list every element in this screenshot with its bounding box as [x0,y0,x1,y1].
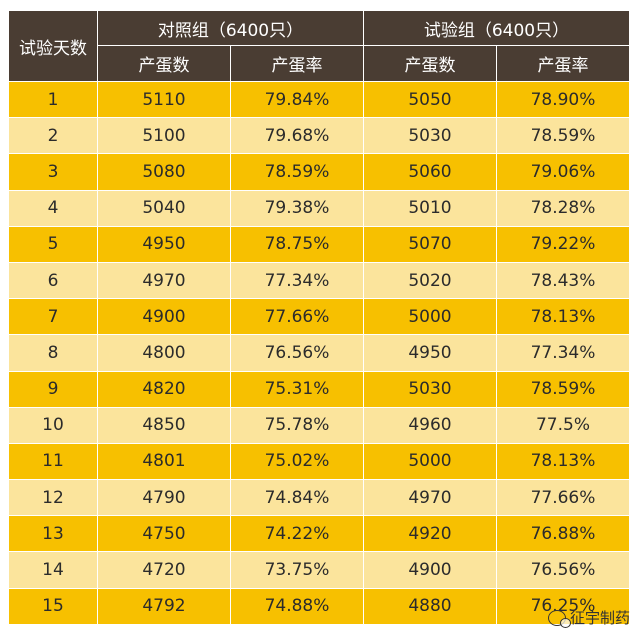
table-row: 9 4820 75.31% 5030 78.59% [9,371,629,407]
cell-control-rate: 78.75% [231,226,363,262]
cell-trial-count: 5000 [364,299,496,335]
cell-trial-count: 4920 [364,516,496,552]
cell-day: 14 [9,552,97,588]
cell-control-rate: 79.84% [231,82,363,118]
cell-control-count: 4820 [98,371,230,407]
cell-day: 10 [9,407,97,443]
cell-trial-count: 5070 [364,226,496,262]
cell-trial-rate: 76.56% [497,552,629,588]
cell-trial-count: 5030 [364,118,496,154]
cell-control-rate: 73.75% [231,552,363,588]
cell-trial-rate: 79.22% [497,226,629,262]
cell-control-rate: 75.78% [231,407,363,443]
table-row: 3 5080 78.59% 5060 79.06% [9,154,629,190]
cell-trial-count: 4900 [364,552,496,588]
header-control-rate: 产蛋率 [231,46,363,81]
cell-trial-count: 5010 [364,190,496,226]
cell-control-count: 4970 [98,262,230,299]
cell-day: 7 [9,299,97,335]
cell-day: 11 [9,443,97,480]
table-row: 4 5040 79.38% 5010 78.28% [9,190,629,226]
cell-control-count: 4900 [98,299,230,335]
header-control-count: 产蛋数 [98,46,230,81]
cell-day: 15 [9,588,97,624]
cell-control-rate: 76.56% [231,335,363,371]
cell-trial-rate: 77.5% [497,407,629,443]
cell-trial-rate: 79.06% [497,154,629,190]
table-row: 7 4900 77.66% 5000 78.13% [9,299,629,335]
cell-control-rate: 79.38% [231,190,363,226]
table-row: 14 4720 73.75% 4900 76.56% [9,552,629,588]
cell-control-count: 4950 [98,226,230,262]
cell-trial-rate: 77.34% [497,335,629,371]
cell-day: 3 [9,154,97,190]
cell-day: 4 [9,190,97,226]
cell-trial-count: 5050 [364,82,496,118]
cell-control-count: 4800 [98,335,230,371]
table-row: 12 4790 74.84% 4970 77.66% [9,480,629,516]
cell-trial-count: 5030 [364,371,496,407]
cell-control-count: 5080 [98,154,230,190]
table-row: 15 4792 74.88% 4880 76.25% [9,588,629,624]
table-row: 6 4970 77.34% 5020 78.43% [9,262,629,299]
header-trial-group: 试验组（6400只） [364,11,629,45]
cell-day: 5 [9,226,97,262]
cell-control-count: 4801 [98,443,230,480]
egg-production-table: 试验天数 对照组（6400只） 试验组（6400只） 产蛋数 产蛋率 产蛋数 产… [8,10,630,625]
cell-control-rate: 74.84% [231,480,363,516]
cell-trial-count: 4970 [364,480,496,516]
header-trial-count: 产蛋数 [364,46,496,81]
cell-control-rate: 78.59% [231,154,363,190]
header-trial-rate: 产蛋率 [497,46,629,81]
cell-trial-count: 4880 [364,588,496,624]
cell-control-rate: 74.22% [231,516,363,552]
table-row: 11 4801 75.02% 5000 78.13% [9,443,629,480]
cell-control-count: 4720 [98,552,230,588]
cell-trial-count: 5000 [364,443,496,480]
cell-day: 1 [9,82,97,118]
table-row: 1 5110 79.84% 5050 78.90% [9,82,629,118]
cell-control-rate: 74.88% [231,588,363,624]
cell-control-count: 4750 [98,516,230,552]
cell-day: 6 [9,262,97,299]
cell-trial-rate: 77.66% [497,480,629,516]
cell-day: 2 [9,118,97,154]
table-row: 13 4750 74.22% 4920 76.88% [9,516,629,552]
cell-control-count: 4790 [98,480,230,516]
cell-day: 13 [9,516,97,552]
cell-trial-rate: 78.13% [497,299,629,335]
cell-control-count: 5100 [98,118,230,154]
cell-control-rate: 79.68% [231,118,363,154]
cell-day: 8 [9,335,97,371]
cell-trial-count: 4950 [364,335,496,371]
table-row: 10 4850 75.78% 4960 77.5% [9,407,629,443]
cell-control-count: 5110 [98,82,230,118]
header-day: 试验天数 [9,11,97,81]
cell-control-rate: 75.31% [231,371,363,407]
cell-trial-rate: 76.88% [497,516,629,552]
table-row: 8 4800 76.56% 4950 77.34% [9,335,629,371]
cell-day: 12 [9,480,97,516]
table-body: 1 5110 79.84% 5050 78.90% 2 5100 79.68% 5030 78.5… [9,82,629,624]
cell-trial-count: 5020 [364,262,496,299]
cell-trial-rate: 78.28% [497,190,629,226]
cell-day: 9 [9,371,97,407]
cell-control-count: 4792 [98,588,230,624]
cell-trial-rate: 78.90% [497,82,629,118]
cell-trial-rate: 78.13% [497,443,629,480]
cell-control-rate: 77.66% [231,299,363,335]
cell-trial-rate: 78.59% [497,118,629,154]
cell-control-count: 5040 [98,190,230,226]
table-row: 5 4950 78.75% 5070 79.22% [9,226,629,262]
cell-control-rate: 77.34% [231,262,363,299]
cell-control-count: 4850 [98,407,230,443]
cell-trial-rate: 78.59% [497,371,629,407]
cell-trial-count: 5060 [364,154,496,190]
header-control-group: 对照组（6400只） [98,11,363,45]
cell-trial-count: 4960 [364,407,496,443]
table-row: 2 5100 79.68% 5030 78.59% [9,118,629,154]
cell-trial-rate: 76.25% [497,588,629,624]
cell-control-rate: 75.02% [231,443,363,480]
cell-trial-rate: 78.43% [497,262,629,299]
